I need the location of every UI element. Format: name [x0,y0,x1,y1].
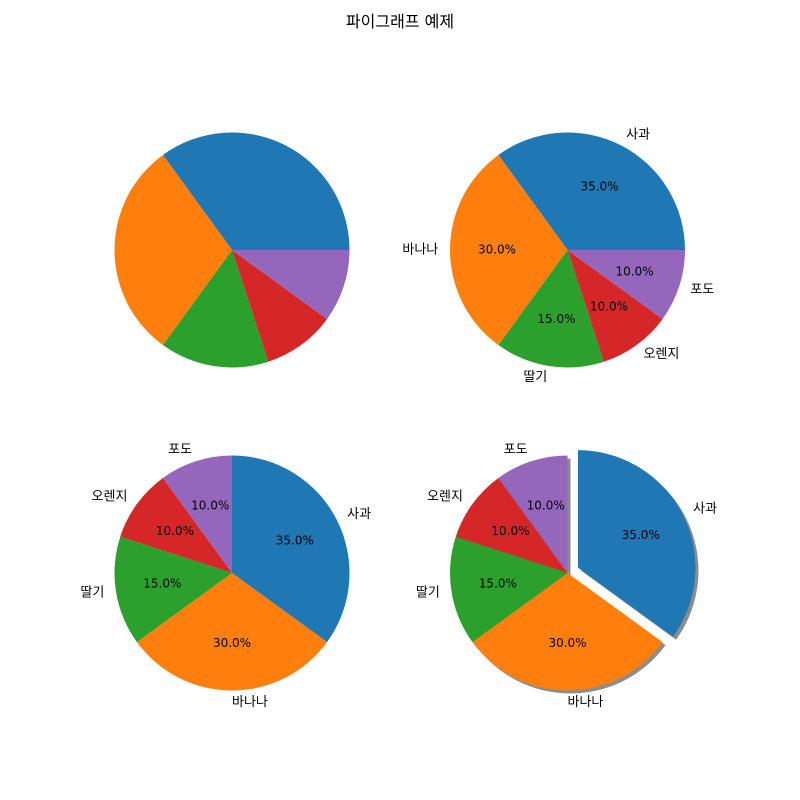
slice-percent-label: 15.0% [537,312,575,326]
pie-slice [136,573,328,691]
slice-percent-label: 10.0% [527,498,565,512]
slice-label: 바나나 [568,695,604,710]
pie-slice [450,536,568,643]
slice-percent-label: 15.0% [143,577,181,591]
pie-charts-group: 사과 35.0% 바나나 30.0% 딸기 15.0% 오렌지 10.0% 포도 10.0% 사과 3… [80,127,717,709]
slice-label: 바나나 [232,695,268,710]
slice-label: 포도 [690,282,714,297]
slice-percent-label: 10.0% [590,300,628,314]
pie-slice [498,250,604,368]
slice-label: 오렌지 [643,347,679,362]
pie-slice [120,477,232,573]
slice-label: 사과 [347,507,371,522]
slice-percent-label: 30.0% [213,636,251,650]
slice-label: 딸기 [523,370,547,385]
slice-percent-label: 10.0% [615,264,653,278]
pie-slice [162,455,232,573]
slice-label: 딸기 [80,586,104,601]
slice-percent-label: 35.0% [622,528,660,542]
pie-chart-3: 사과 35.0% 바나나 30.0% 딸기 15.0% 오렌지 10.0% 포도 10.0% [80,443,371,710]
slice-label: 포도 [504,443,528,458]
pie-slice [232,250,350,320]
slice-percent-label: 10.0% [491,524,529,538]
slice-percent-label: 10.0% [156,524,194,538]
pie-slice [472,573,663,691]
pie-slice [567,250,685,320]
slice-label: 사과 [626,127,650,142]
pie-slice [162,132,350,250]
pie-slice [498,132,685,250]
slice-label: 사과 [693,501,717,516]
pie-slice [498,455,568,573]
pie-chart-2: 사과 35.0% 바나나 30.0% 딸기 15.0% 오렌지 10.0% 포도 10.0% [402,127,714,385]
pie-chart-1 [114,132,350,368]
pie-slice [577,450,696,637]
pie-slice [162,250,269,368]
pie-slice [232,455,350,643]
pie-slice [450,154,568,346]
slice-label: 딸기 [416,586,440,601]
slice-label: 오렌지 [92,490,128,505]
slice-label: 포도 [168,443,192,458]
pie-slice [232,250,328,362]
pie-slice [567,250,663,362]
pie-chart-4: 사과 35.0% 바나나 30.0% 딸기 15.0% 오렌지 10.0% 포도 10.0% [416,443,717,710]
figure-title: 파이그래프 예제 [346,12,454,31]
slice-percent-label: 30.0% [548,636,586,650]
slice-label: 오렌지 [427,490,463,505]
pie-slice [114,536,232,643]
pie-slice [114,154,232,346]
pie-slice [455,477,568,573]
slice-percent-label: 30.0% [478,243,516,257]
slice-label: 바나나 [402,243,438,258]
slice-percent-label: 10.0% [191,498,229,512]
slice-percent-label: 15.0% [479,577,517,591]
slice-percent-label: 35.0% [276,533,314,547]
slice-percent-label: 35.0% [580,180,618,194]
